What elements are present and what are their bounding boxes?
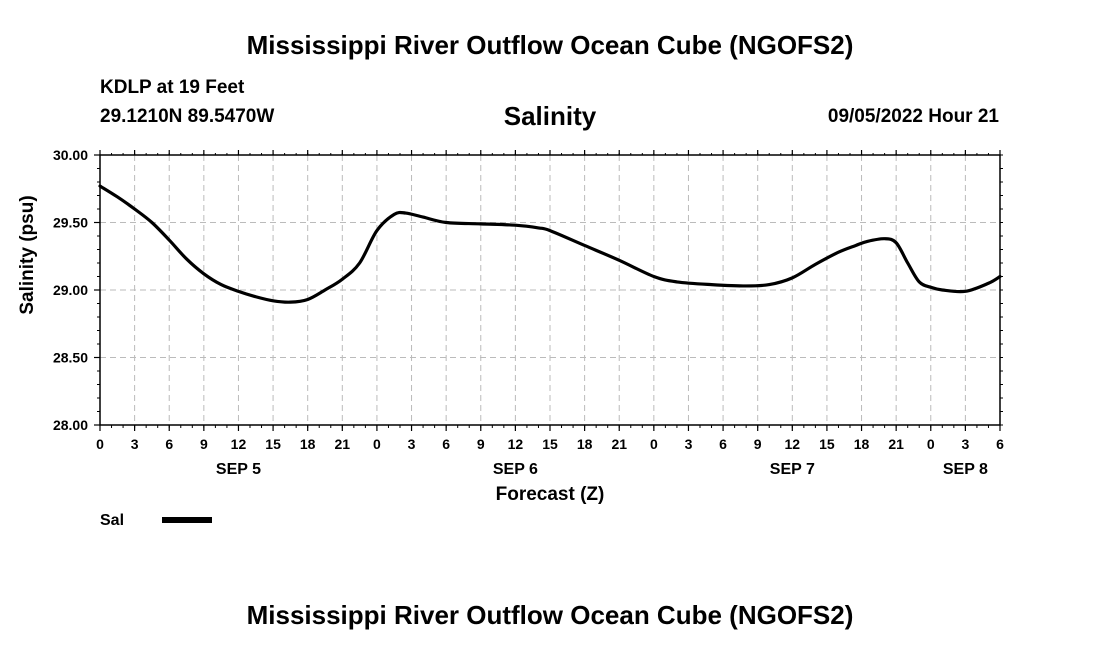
legend-label-sal: Sal (100, 512, 124, 529)
x-tick-label: 0 (927, 436, 935, 452)
x-tick-label: 6 (719, 436, 727, 452)
station-label: KDLP at 19 Feet (100, 77, 245, 98)
x-tick-label: 6 (442, 436, 450, 452)
forecast-timestamp: 09/05/2022 Hour 21 (827, 106, 999, 127)
x-tick-label: 6 (165, 436, 173, 452)
x-tick-label: 15 (819, 436, 835, 452)
x-tick-label: 9 (477, 436, 485, 452)
station-coordinates: 29.1210N 89.5470W (100, 106, 275, 127)
x-tick-label: 12 (508, 436, 524, 452)
x-axis-label: Forecast (Z) (496, 484, 605, 505)
footer-title: Mississippi River Outflow Ocean Cube (NG… (246, 600, 854, 630)
x-tick-label: 12 (785, 436, 801, 452)
y-tick-label: 28.50 (53, 350, 88, 366)
y-tick-label: 29.00 (53, 282, 88, 298)
x-tick-label: 9 (200, 436, 208, 452)
y-axis-label: Salinity (psu) (17, 195, 38, 314)
x-tick-label: 0 (96, 436, 104, 452)
x-tick-label: 18 (854, 436, 870, 452)
x-tick-label: 21 (335, 436, 351, 452)
x-tick-label: 18 (300, 436, 316, 452)
axes: 28.00 28.50 29.00 29.50 30.00 0 3 6 9 12 15 18 21 0 3 6… (53, 147, 1004, 478)
x-tick-label: 15 (542, 436, 558, 452)
y-tick-label: 28.00 (53, 417, 88, 433)
chart-title: Salinity (503, 101, 597, 131)
x-tick-label: 21 (888, 436, 904, 452)
series-line-sal (98, 184, 1002, 304)
x-tick-label: 21 (611, 436, 627, 452)
x-tick-label: 15 (265, 436, 281, 452)
y-tick-label: 29.50 (53, 215, 88, 231)
day-label: SEP 7 (770, 461, 815, 478)
x-tick-label: 3 (408, 436, 416, 452)
day-label: SEP 6 (493, 461, 538, 478)
x-tick-label: 12 (231, 436, 247, 452)
x-tick-label: 3 (131, 436, 139, 452)
x-tick-label: 18 (577, 436, 593, 452)
x-tick-label: 6 (996, 436, 1004, 452)
x-tick-label: 0 (650, 436, 658, 452)
x-tick-label: 3 (685, 436, 693, 452)
x-tick-label: 9 (754, 436, 762, 452)
day-label: SEP 8 (943, 461, 988, 478)
main-title: Mississippi River Outflow Ocean Cube (NG… (246, 30, 854, 60)
x-tick-label: 3 (961, 436, 969, 452)
grid-lines (100, 155, 1000, 425)
x-tick-label: 0 (373, 436, 381, 452)
day-label: SEP 5 (216, 461, 261, 478)
y-tick-label: 30.00 (53, 147, 88, 163)
